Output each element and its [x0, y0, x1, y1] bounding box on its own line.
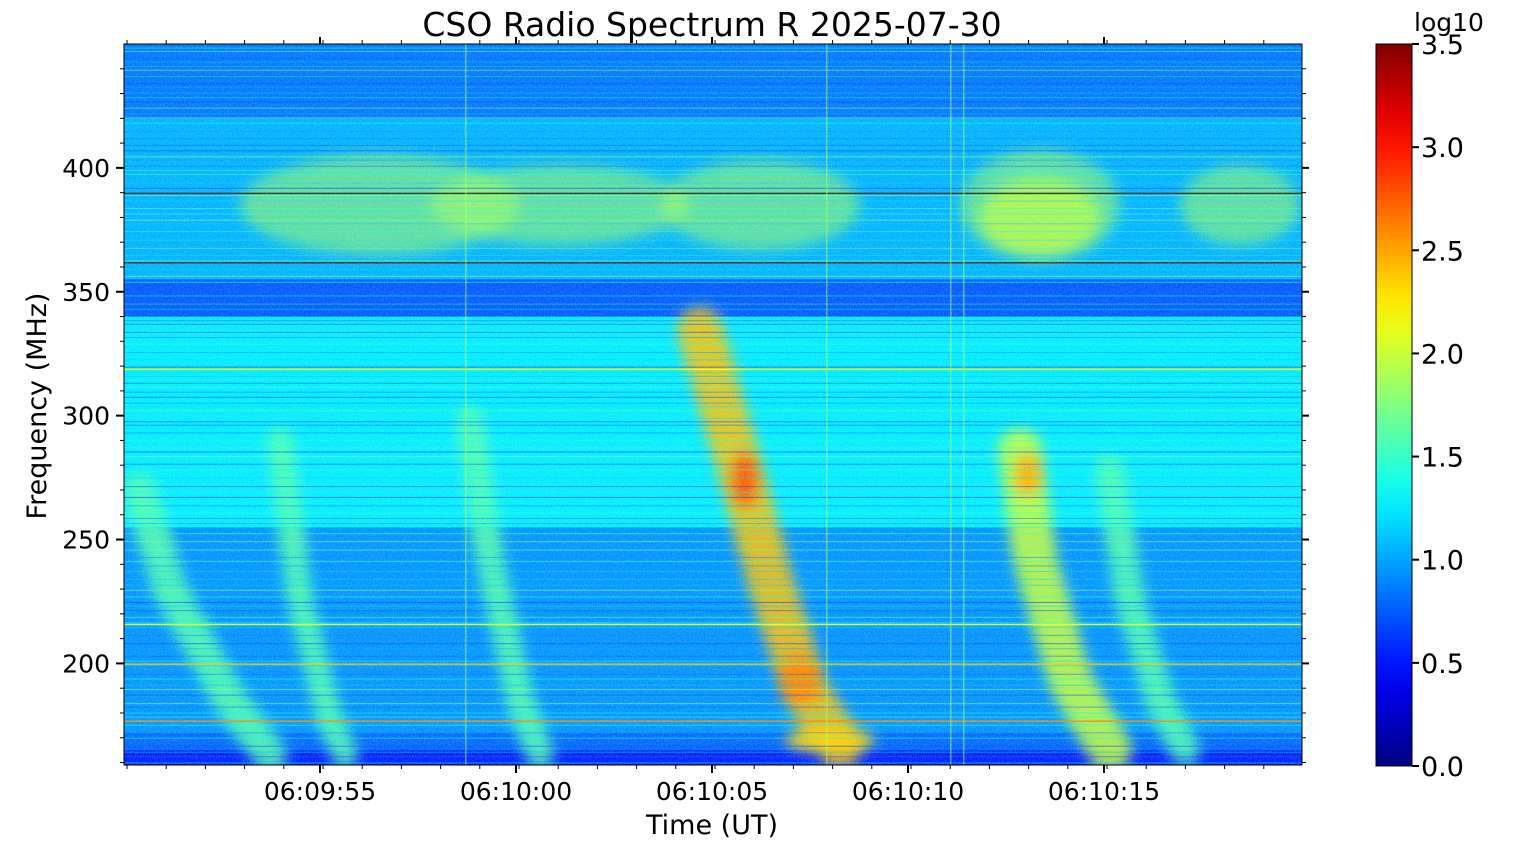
x-tick-label: 06:10:05: [656, 777, 768, 806]
colorbar-ticks: 0.0 0.5 1.0 1.5 2.0 2.5 3.0 3.5: [1412, 30, 1464, 783]
colorbar-tick-label: 3.5: [1421, 30, 1464, 61]
colorbar-tick-label: 3.0: [1421, 133, 1464, 164]
colorbar-tick-label: 0.0: [1421, 752, 1464, 783]
y-tick-label: 250: [62, 526, 110, 555]
y-tick-label: 300: [62, 402, 110, 431]
colorbar-tick-label: 1.0: [1421, 546, 1464, 577]
y-tick-label: 350: [62, 278, 110, 307]
x-tick-label: 06:10:10: [852, 777, 964, 806]
plot-area: [124, 44, 1302, 765]
y-tick-label: 400: [62, 154, 110, 183]
colorbar: log10 0.0 0.5 1.0 1.5 2.0 2.5 3.0 3.5: [1375, 8, 1484, 783]
x-axis-label: Time (UT): [645, 810, 778, 841]
x-tick-label: 06:09:55: [264, 777, 376, 806]
noise-texture: [124, 44, 1302, 765]
y-axis: 200 250 300 350 400 Frequency (MHz): [22, 154, 110, 679]
x-axis: 06:09:55 06:10:00 06:10:05 06:10:10 06:1…: [264, 777, 1160, 841]
x-tick-label: 06:10:15: [1048, 777, 1160, 806]
axis-ticks: [116, 37, 1309, 773]
colorbar-label: log10: [1414, 8, 1484, 37]
colorbar-tick-label: 1.5: [1421, 443, 1464, 474]
colorbar-scale: [1375, 43, 1413, 767]
colorbar-tick-label: 0.5: [1421, 649, 1464, 680]
colorbar-tick-label: 2.0: [1421, 339, 1464, 370]
y-tick-label: 200: [62, 649, 110, 678]
y-axis-label: Frequency (MHz): [22, 293, 53, 520]
colorbar-tick-label: 2.5: [1421, 236, 1464, 267]
x-tick-label: 06:10:00: [460, 777, 572, 806]
